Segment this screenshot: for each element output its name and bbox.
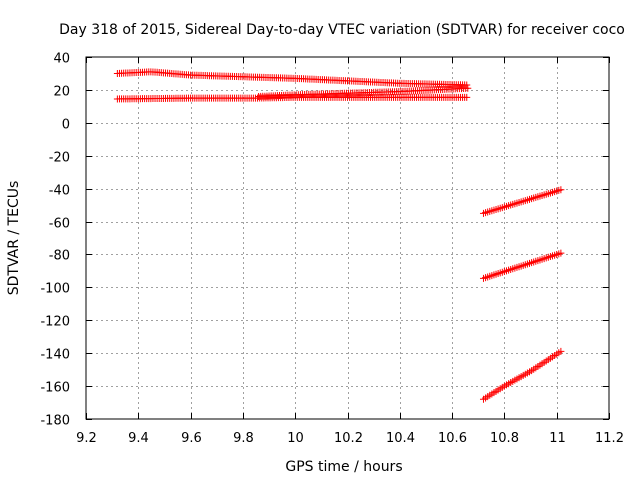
data-point [463, 93, 471, 101]
y-tick-label: 40 [53, 52, 70, 67]
series-track-4 [479, 186, 565, 217]
x-tick-label: 10.4 [386, 431, 415, 446]
x-tick-label: 11 [549, 431, 566, 446]
y-tick-label: -60 [49, 217, 70, 232]
y-tick-label: -20 [49, 151, 70, 166]
y-tick-label: -100 [40, 282, 70, 297]
x-tick-label: 9.8 [233, 431, 254, 446]
x-tick-label: 11.2 [595, 431, 624, 446]
series-track-1 [113, 68, 471, 89]
x-tick-label: 10.8 [490, 431, 519, 446]
x-tick-label: 10 [287, 431, 304, 446]
y-tick-label: -160 [40, 381, 70, 396]
x-tick-label: 9.4 [128, 431, 149, 446]
x-axis-label: GPS time / hours [285, 459, 402, 475]
y-tick-label: -120 [40, 315, 70, 330]
axis-ticks: 9.2 9.4 9.6 9.8 10 10.2 10.4 10.6 10.8 11 11.2 40 20… [40, 52, 623, 447]
x-tick-label: 10.6 [438, 431, 467, 446]
series-track-5 [479, 249, 565, 282]
chart-title: Day 318 of 2015, Sidereal Day-to-day VTE… [59, 22, 625, 38]
y-tick-label: -180 [40, 414, 70, 429]
y-tick-label: 0 [62, 118, 70, 133]
grid [86, 57, 609, 419]
data-point [557, 347, 565, 355]
y-tick-label: 20 [53, 85, 70, 100]
x-tick-label: 9.2 [76, 431, 97, 446]
plot-frame [85, 56, 610, 420]
series-track-2 [113, 93, 471, 103]
data-series [113, 68, 565, 403]
y-tick-label: -140 [40, 348, 70, 363]
x-tick-label: 9.6 [181, 431, 202, 446]
data-point [463, 81, 471, 89]
y-axis-label: SDTVAR / TECUs [6, 181, 22, 296]
y-tick-label: -40 [49, 184, 70, 199]
series-track-6 [479, 347, 565, 403]
data-point [557, 186, 565, 194]
data-point [464, 84, 472, 92]
data-point [557, 249, 565, 257]
y-tick-label: -80 [49, 249, 70, 264]
x-tick-label: 10.2 [334, 431, 363, 446]
series-track-3 [255, 84, 472, 100]
